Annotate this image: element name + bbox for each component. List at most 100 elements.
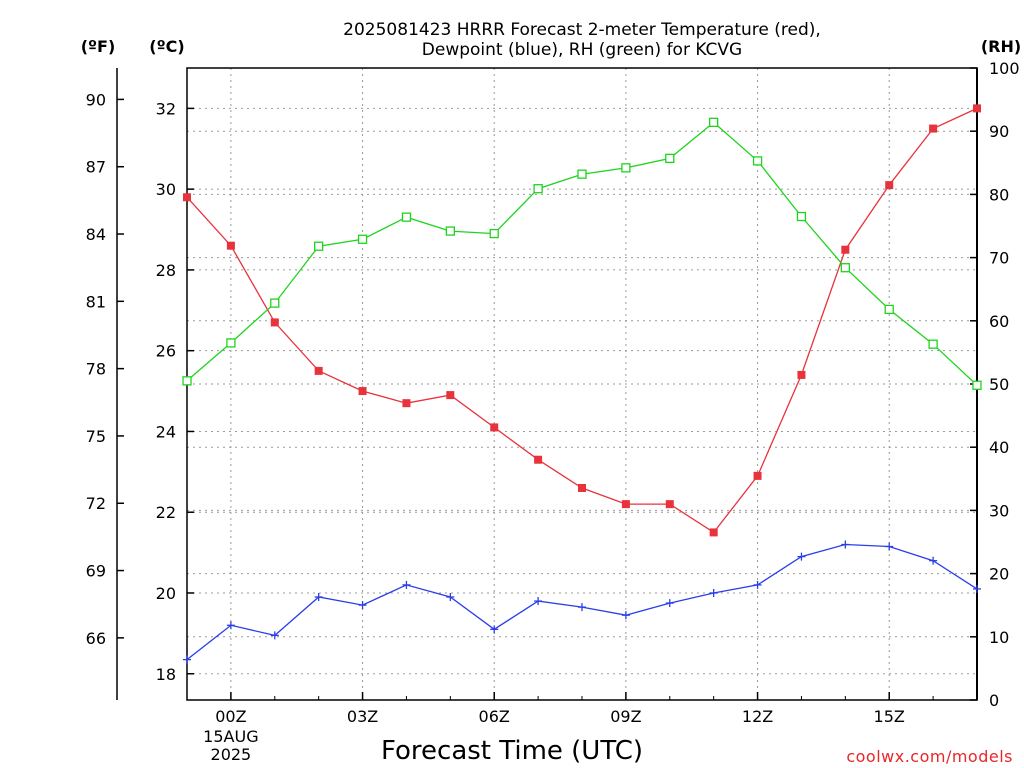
fahrenheit-tick-label: 87: [86, 158, 106, 177]
dewpoint-point: [490, 625, 499, 634]
rh-point: [709, 117, 719, 128]
rh-tick-label: 60: [989, 312, 1009, 331]
temperature-point: [709, 528, 718, 537]
temperature-point: [314, 366, 323, 375]
rh-point: [489, 228, 499, 239]
temperature-point: [797, 370, 806, 379]
dewpoint-point: [402, 580, 411, 589]
dewpoint-point: [358, 601, 367, 610]
x-tick-label: 03Z: [347, 707, 378, 726]
dewpoint-line: [186, 543, 978, 661]
temperature-point: [929, 124, 938, 133]
temperature-point: [841, 245, 850, 254]
rh-tick-label: 40: [989, 438, 1009, 457]
series: [182, 104, 982, 664]
axes: 66 69 72 75 78 81 84 87 90 18 20 22 24 26 28 30 32 0 10 20 3…: [86, 59, 1020, 764]
celsius-unit-label: (ºC): [149, 37, 184, 56]
x-tick-sublabel: 15AUG: [203, 727, 258, 746]
fahrenheit-tick-label: 81: [86, 292, 106, 311]
dewpoint-point: [665, 599, 674, 608]
temperature-point: [665, 500, 674, 509]
dewpoint-point: [797, 552, 806, 561]
rh-point: [226, 338, 236, 348]
dewpoint-point: [841, 540, 850, 549]
rh-tick-label: 70: [989, 249, 1009, 268]
rh-tick-label: 100: [989, 59, 1020, 78]
celsius-tick-label: 18: [156, 665, 176, 684]
dewpoint-point: [885, 542, 894, 551]
fahrenheit-tick-label: 78: [86, 360, 106, 379]
fahrenheit-tick-label: 66: [86, 629, 106, 648]
temperature-point: [402, 399, 411, 408]
rh-point: [401, 212, 412, 222]
x-axis-label: Forecast Time (UTC): [381, 736, 643, 766]
rh-tick-label: 50: [989, 375, 1009, 394]
chart-title: 2025081423 HRRR Forecast 2-meter Tempera…: [343, 20, 821, 60]
rh-tick-label: 10: [989, 628, 1009, 647]
dewpoint-point: [973, 584, 981, 593]
rh-tick-label: 80: [989, 185, 1009, 204]
celsius-tick-label: 26: [156, 342, 176, 361]
x-tick-label: 15Z: [874, 707, 905, 726]
rh-point: [665, 153, 675, 164]
x-tick-label: 06Z: [479, 707, 510, 726]
rh-point: [182, 376, 192, 386]
celsius-tick-label: 28: [156, 261, 176, 280]
rh-tick-label: 0: [989, 691, 999, 710]
rh-tick-label: 20: [989, 565, 1009, 584]
temperature-series: [183, 104, 981, 537]
celsius-tick-label: 24: [156, 422, 176, 441]
temperature-point: [753, 471, 762, 480]
rh-point: [621, 163, 631, 173]
temperature-point: [358, 387, 367, 396]
temperature-point: [226, 241, 235, 250]
rh-tick-label: 30: [989, 501, 1009, 520]
dewpoint-point: [446, 593, 455, 602]
rh-point: [928, 339, 938, 349]
temperature-point: [446, 391, 455, 400]
dewpoint-point: [753, 580, 762, 589]
dewpoint-point: [929, 556, 938, 565]
rh-point: [270, 298, 280, 308]
fahrenheit-tick-label: 84: [86, 225, 106, 244]
temperature-point: [270, 318, 279, 327]
dewpoint-point: [534, 597, 543, 606]
credit-label: coolwx.com/models: [846, 747, 1013, 766]
dewpoint-point: [578, 603, 586, 612]
rh-point: [840, 263, 850, 273]
rh-point: [796, 211, 807, 222]
dewpoint-point: [270, 631, 279, 640]
x-tick-sublabel: 2025: [211, 745, 252, 764]
fahrenheit-tick-label: 75: [86, 427, 106, 446]
dewpoint-point: [709, 588, 718, 597]
dewpoint-point: [183, 655, 191, 664]
fahrenheit-tick-label: 90: [86, 90, 106, 109]
temperature-point: [621, 500, 630, 509]
celsius-tick-label: 22: [156, 503, 176, 522]
x-tick-label: 09Z: [610, 707, 641, 726]
dewpoint-point: [314, 593, 323, 602]
rh-point: [972, 380, 982, 390]
dewpoint-point: [621, 611, 630, 620]
x-tick-label: 00Z: [215, 707, 246, 726]
title-line-2: Dewpoint (blue), RH (green) for KCVG: [422, 40, 742, 60]
rh-unit-label: (RH): [981, 37, 1021, 56]
celsius-tick-label: 30: [156, 180, 176, 199]
rh-point: [577, 169, 587, 179]
rh-point: [752, 156, 763, 166]
title-line-1: 2025081423 HRRR Forecast 2-meter Tempera…: [343, 20, 821, 40]
x-tick-label: 12Z: [742, 707, 773, 726]
rh-line: [186, 121, 978, 386]
temperature-point: [578, 483, 586, 492]
rh-point: [533, 184, 543, 194]
rh-tick-label: 90: [989, 122, 1009, 141]
rh-point: [314, 241, 324, 251]
rh-point: [445, 226, 455, 236]
dewpoint-series: [183, 540, 981, 664]
celsius-tick-label: 32: [156, 99, 176, 118]
temperature-point: [183, 193, 191, 202]
temperature-point: [534, 455, 543, 464]
rh-point: [884, 304, 894, 315]
dewpoint-point: [226, 621, 235, 630]
